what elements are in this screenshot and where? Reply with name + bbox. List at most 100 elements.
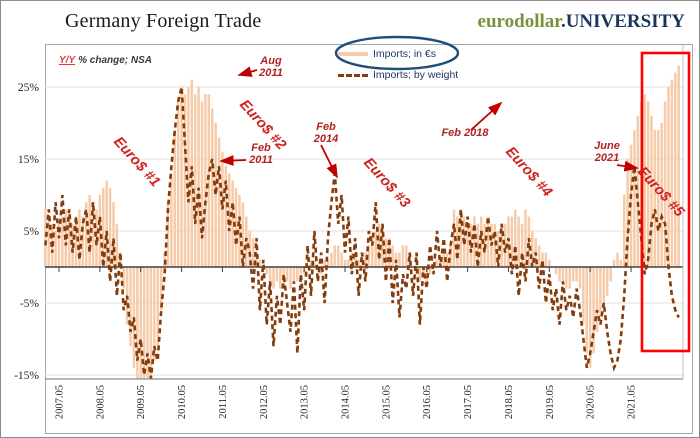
y-axis-tick-label: 5% [24, 226, 40, 238]
bar [336, 245, 340, 267]
bar [323, 259, 326, 267]
bar [183, 94, 187, 267]
chart-title: Germany Foreign Trade [65, 10, 262, 32]
bar [187, 87, 190, 267]
bar [102, 187, 105, 267]
bar [565, 267, 568, 289]
bar [588, 267, 592, 368]
bar [265, 267, 268, 275]
bar [115, 223, 119, 267]
imports-euros-swatch-icon [338, 52, 368, 56]
bar [170, 173, 173, 267]
bar [445, 252, 449, 267]
legend-highlight-ellipse [334, 35, 460, 71]
annotation-arrow [219, 155, 247, 166]
bar [180, 87, 183, 267]
bar [292, 267, 296, 282]
bar [258, 259, 262, 267]
bar [510, 216, 514, 267]
bar [340, 252, 343, 267]
x-axis-tick-label: 2021.05 [627, 385, 638, 419]
bar [561, 267, 565, 282]
bar [384, 238, 388, 267]
bar [558, 267, 561, 282]
bar [653, 130, 657, 267]
annotation-arrow [237, 66, 258, 77]
bar [503, 223, 507, 267]
bar [47, 216, 51, 267]
bar [667, 87, 670, 267]
bar [507, 216, 510, 267]
bar [435, 259, 439, 267]
annotation-june-2021: June 2021 [594, 140, 620, 164]
bar [391, 245, 394, 267]
bar [452, 209, 456, 267]
bar [602, 267, 606, 303]
annotation-feb-2011: Feb 2011 [249, 142, 273, 166]
bar [129, 267, 132, 347]
bar [214, 123, 217, 267]
legend-label: Imports; by weight [373, 69, 459, 81]
bar [571, 267, 575, 282]
bar [568, 267, 571, 289]
bar [149, 267, 153, 375]
bar [486, 216, 490, 267]
bar [616, 252, 619, 267]
bar [88, 195, 91, 267]
axis-note-rest: % change; NSA [78, 55, 153, 66]
bar [626, 159, 629, 267]
bar [193, 94, 197, 267]
bar [371, 238, 374, 267]
x-axis-tick-label: 2018.05 [504, 385, 515, 419]
bar [582, 267, 585, 325]
brand-logo: eurodollar.UNIVERSITY [478, 11, 685, 33]
bar [374, 231, 377, 267]
x-axis-tick-label: 2011.05 [218, 385, 229, 419]
bar [139, 267, 142, 379]
bar [357, 259, 360, 267]
y-axis-tick-label: -5% [20, 298, 40, 310]
x-axis-tick-label: 2008.05 [95, 385, 106, 419]
x-axis-tick-label: 2010.05 [177, 385, 188, 419]
bar [650, 115, 653, 267]
bar [609, 267, 612, 282]
bar [78, 209, 81, 267]
bar [476, 223, 480, 267]
legend-item-imports-euros: Imports; in €s [338, 47, 436, 61]
bar [670, 79, 674, 267]
bar [459, 209, 463, 267]
y-axis-tick-label: 25% [18, 82, 40, 94]
bar [612, 259, 616, 267]
bar [330, 252, 333, 267]
bar [57, 223, 61, 267]
bar [660, 123, 663, 267]
bar [643, 94, 646, 267]
annotation-feb-2014: Feb 2014 [313, 121, 339, 145]
bar [677, 65, 680, 268]
bar [500, 223, 503, 267]
bar [428, 267, 432, 275]
legend-item-imports-weight: Imports; by weight [338, 68, 458, 82]
bar [493, 223, 497, 267]
bar [279, 267, 282, 289]
brand-logo-eurodollar: eurodollar [477, 11, 561, 32]
bar [105, 180, 108, 267]
x-axis-tick-label: 2019.05 [545, 385, 556, 419]
bar [456, 216, 459, 267]
bar [367, 245, 371, 267]
x-axis-tick-label: 2014.05 [341, 385, 352, 419]
bar [381, 231, 384, 267]
bar [633, 130, 636, 267]
annotation-arrow [470, 101, 503, 131]
bar [364, 252, 367, 267]
bar [674, 72, 677, 267]
bar [108, 187, 112, 267]
bar [595, 267, 599, 332]
bar [517, 216, 520, 267]
x-axis-tick-label: 2016.05 [422, 385, 433, 419]
x-axis-tick-label: 2015.05 [381, 385, 392, 419]
x-axis-tick-label: 2012.05 [259, 385, 270, 419]
bar [67, 216, 71, 267]
bar [524, 209, 527, 267]
